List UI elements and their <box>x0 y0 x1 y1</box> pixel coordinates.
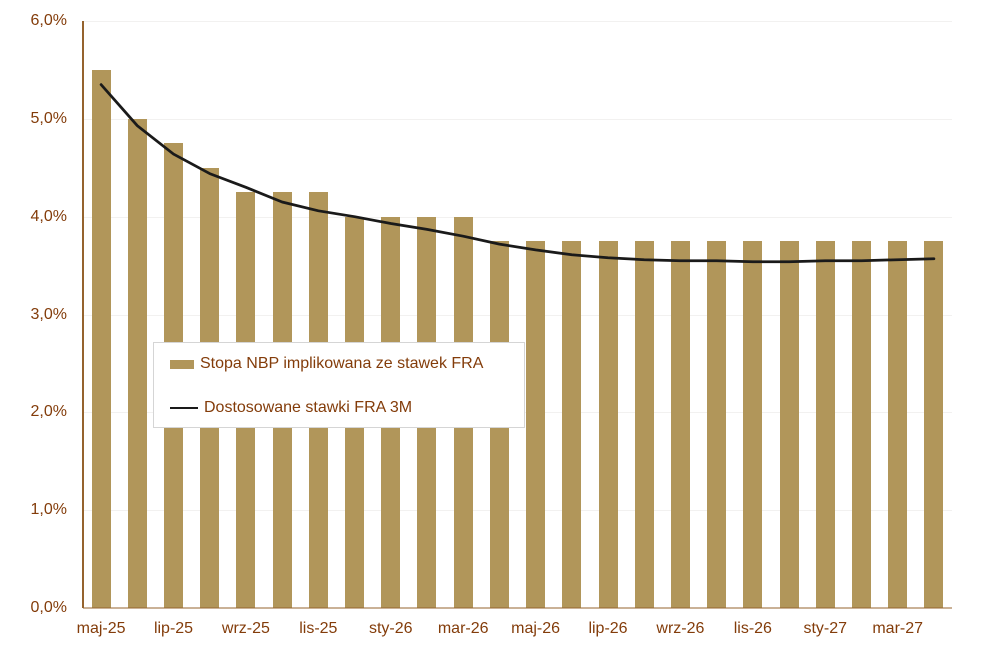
bar-sie-26 <box>634 241 654 608</box>
bar-series-label: Stopa NBP implikowana ze stawek FRA <box>200 355 484 372</box>
bar-sty-27 <box>815 241 835 608</box>
gridline <box>83 21 952 22</box>
x-tick-label-mar-27: mar-27 <box>872 620 924 637</box>
y-tick-label: 5,0% <box>30 109 67 127</box>
bar-cze-26 <box>562 241 582 608</box>
plot-area <box>82 21 952 609</box>
y-tick-label: 0,0% <box>30 599 67 616</box>
fra-line-series <box>99 83 936 264</box>
gridline <box>83 314 952 316</box>
bar-wrz-26 <box>670 241 690 608</box>
bar-maj-25 <box>91 69 111 608</box>
bar-kwi-27 <box>924 241 944 608</box>
x-tick-label-maj-25: maj-25 <box>76 620 126 637</box>
y-tick-label: 2,0% <box>30 403 67 421</box>
x-tick-label-wrz-26: wrz-26 <box>656 620 705 637</box>
x-tick-label-sty-26: sty-26 <box>368 620 413 637</box>
bar-cze-25 <box>127 118 147 608</box>
y-tick-label: 1,0% <box>30 501 67 519</box>
y-axis-line <box>82 21 84 608</box>
x-tick-label-lis-25: lis-25 <box>299 620 338 637</box>
y-tick-label: 4,0% <box>30 207 67 225</box>
y-tick-label: 6,0% <box>30 12 67 29</box>
bar-lut-27 <box>851 241 871 608</box>
gridline <box>83 216 952 218</box>
gridline <box>83 510 952 512</box>
line-series-swatch <box>170 406 198 410</box>
x-tick-label-lis-26: lis-26 <box>733 620 772 637</box>
bar-lip-26 <box>598 241 618 608</box>
bar-mar-27 <box>888 241 908 608</box>
x-tick-label-wrz-25: wrz-25 <box>221 620 270 637</box>
x-tick-label-lip-26: lip-26 <box>588 620 628 637</box>
x-tick-label-lip-25: lip-25 <box>153 620 194 637</box>
x-axis-line <box>83 606 952 609</box>
legend-item-nbp-implied-rate: Stopa NBP implikowana ze stawek FRA <box>170 355 524 373</box>
legend: Stopa NBP implikowana ze stawek FRA Dost… <box>153 342 525 428</box>
x-tick-label-sty-27: sty-27 <box>803 620 848 637</box>
legend-item-fra-3m-line: Dostosowane stawki FRA 3M <box>170 399 524 417</box>
line-series-label: Dostosowane stawki FRA 3M <box>204 399 413 416</box>
bar-lis-26 <box>743 241 763 608</box>
fra-line-path <box>99 83 936 264</box>
gridline <box>83 118 952 120</box>
bar-series-swatch <box>170 359 194 369</box>
bar-gru-26 <box>779 241 799 608</box>
x-tick-label-mar-26: mar-26 <box>437 620 489 637</box>
x-tick-label-maj-26: maj-26 <box>511 620 561 637</box>
bar-paź-26 <box>707 241 727 608</box>
bar-maj-26 <box>526 241 546 608</box>
y-tick-label: 3,0% <box>30 305 67 323</box>
